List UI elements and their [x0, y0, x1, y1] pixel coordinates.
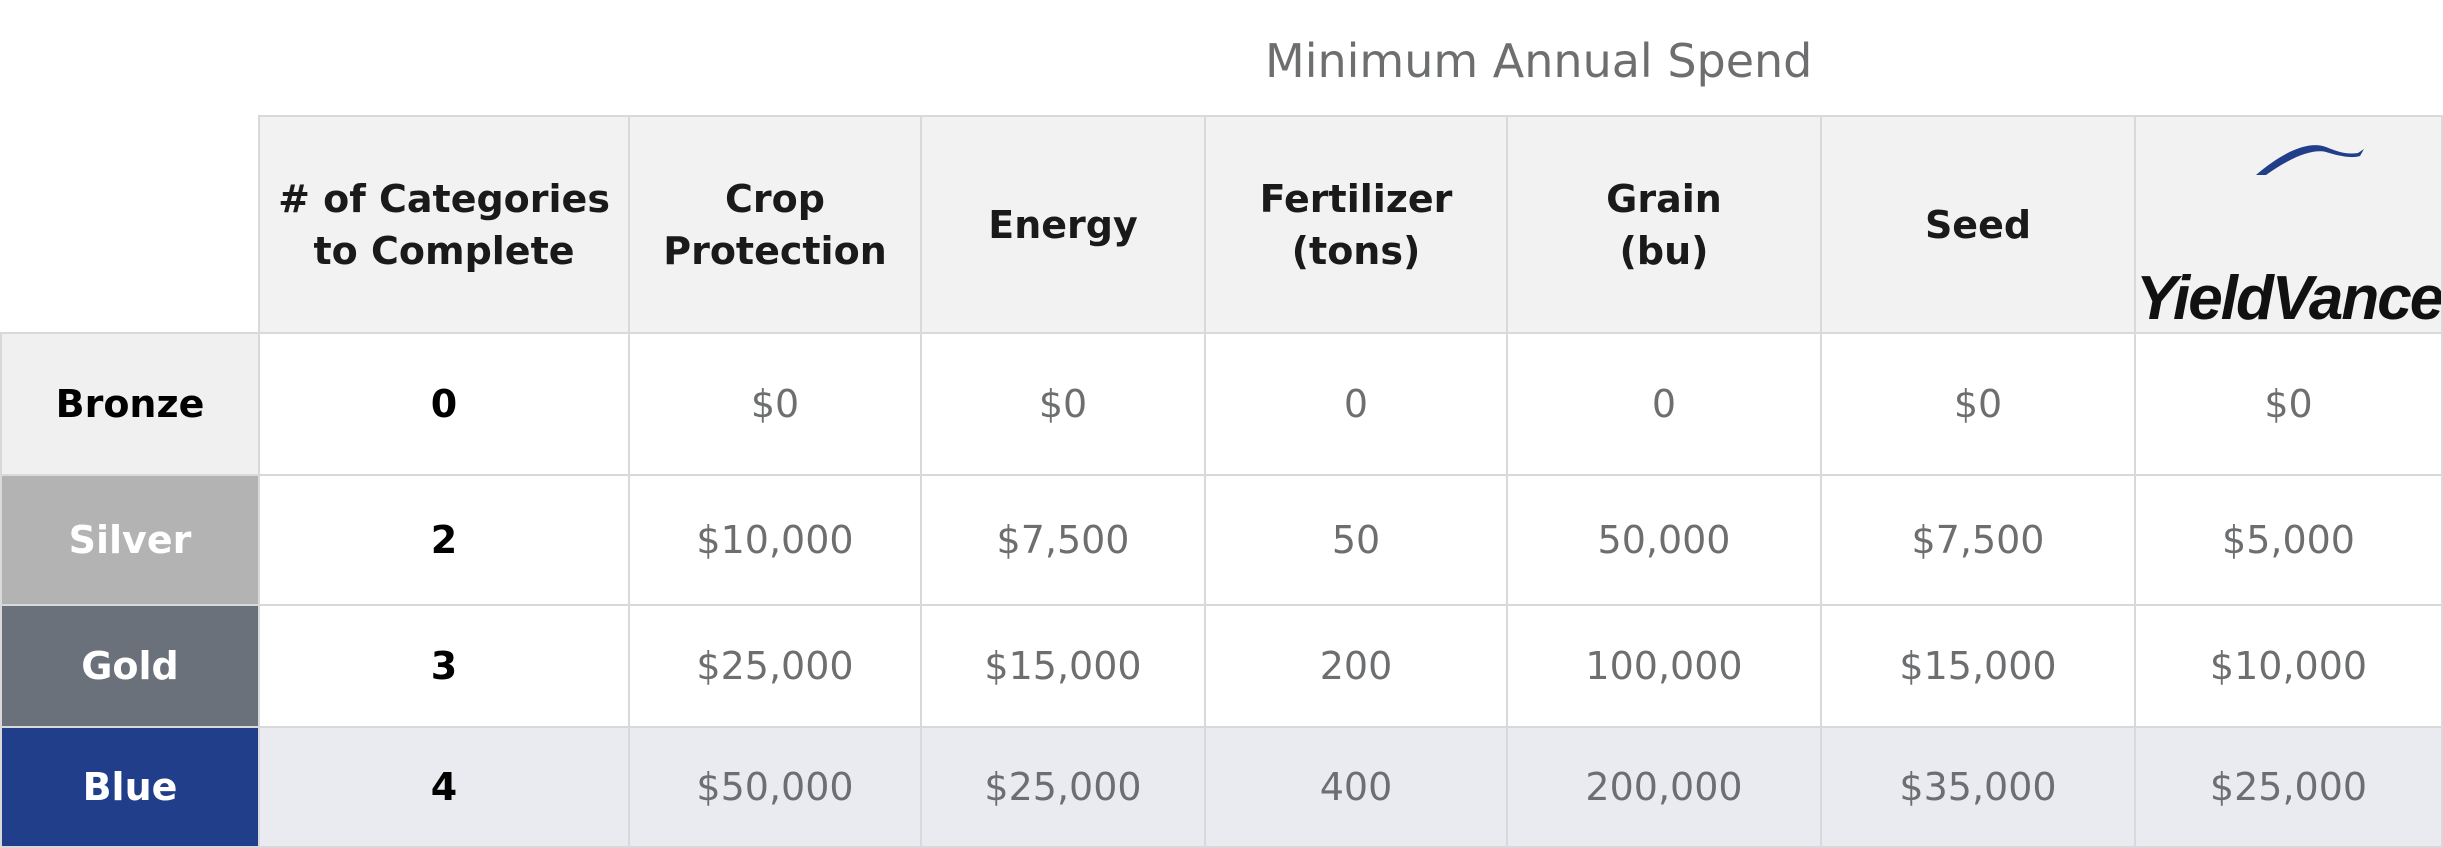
fertilizer-value: 0 [1204, 332, 1508, 476]
crop-protection-value: $50,000 [628, 726, 922, 848]
energy-value: $7,500 [920, 474, 1206, 606]
grain-value: 100,000 [1506, 604, 1822, 728]
header-crop-protection: Crop Protection [628, 115, 922, 334]
logo-swoosh-icon [2256, 145, 2364, 175]
page-title: Minimum Annual Spend [1265, 34, 1813, 88]
grain-value: 0 [1506, 332, 1822, 476]
fertilizer-value: 50 [1204, 474, 1508, 606]
header-yieldvance: YieldVance [2134, 115, 2443, 334]
energy-value: $25,000 [920, 726, 1206, 848]
seed-value: $7,500 [1820, 474, 2136, 606]
crop-protection-value: $10,000 [628, 474, 922, 606]
tier-label: Silver [0, 474, 260, 606]
corner-cell [1, 116, 259, 333]
table-row: Silver 2 $10,000 $7,500 50 50,000 $7,500… [0, 474, 2443, 606]
header-grain: Grain (bu) [1506, 115, 1822, 334]
seed-value: $35,000 [1820, 726, 2136, 848]
energy-value: $15,000 [920, 604, 1206, 728]
yieldvance-value: $5,000 [2134, 474, 2443, 606]
fertilizer-value: 200 [1204, 604, 1508, 728]
tier-label: Blue [0, 726, 260, 848]
yieldvance-value: $10,000 [2134, 604, 2443, 728]
crop-protection-value: $25,000 [628, 604, 922, 728]
header-energy: Energy [920, 115, 1206, 334]
tier-label: Bronze [0, 332, 260, 476]
grain-value: 50,000 [1506, 474, 1822, 606]
tier-label: Gold [0, 604, 260, 728]
yieldvance-value: $0 [2134, 332, 2443, 476]
categories-count: 0 [258, 332, 630, 476]
header-seed: Seed [1820, 115, 2136, 334]
logo-text: YieldVance [2136, 264, 2442, 333]
energy-value: $0 [920, 332, 1206, 476]
table-row: Blue 4 $50,000 $25,000 400 200,000 $35,0… [0, 726, 2443, 848]
yieldvance-logo: YieldVance [2136, 145, 2442, 333]
seed-value: $15,000 [1820, 604, 2136, 728]
categories-count: 4 [258, 726, 630, 848]
categories-count: 3 [258, 604, 630, 728]
fertilizer-value: 400 [1204, 726, 1508, 848]
seed-value: $0 [1820, 332, 2136, 476]
header-row: # of Categories to Complete Crop Protect… [1, 115, 2443, 334]
header-categories: # of Categories to Complete [258, 115, 630, 334]
grain-value: 200,000 [1506, 726, 1822, 848]
categories-count: 2 [258, 474, 630, 606]
yieldvance-value: $25,000 [2134, 726, 2443, 848]
header-fertilizer: Fertilizer (tons) [1204, 115, 1508, 334]
crop-protection-value: $0 [628, 332, 922, 476]
spend-table: # of Categories to Complete Crop Protect… [0, 115, 2443, 848]
table-row: Gold 3 $25,000 $15,000 200 100,000 $15,0… [0, 604, 2443, 728]
table-row: Bronze 0 $0 $0 0 0 $0 $0 [0, 332, 2443, 476]
